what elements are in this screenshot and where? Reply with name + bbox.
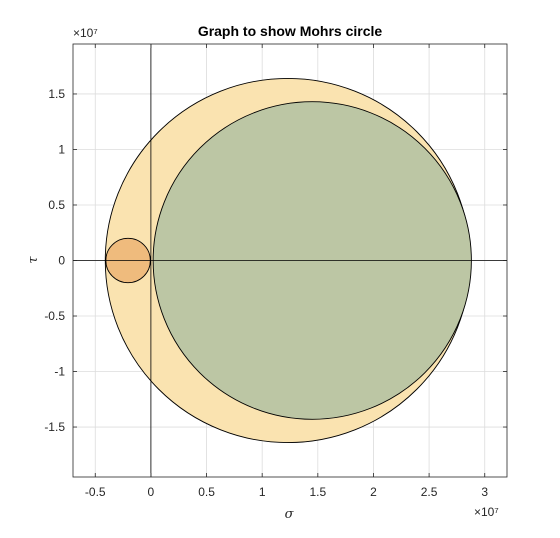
y-tick-label: 0.5 xyxy=(48,198,65,212)
y-tick-label: 1 xyxy=(58,142,65,156)
x-axis-label: σ xyxy=(285,507,295,522)
x-axis-exponent: ×10⁷ xyxy=(474,505,499,519)
x-tick-label: 2 xyxy=(370,485,377,499)
y-tick-label: -1.5 xyxy=(44,420,65,434)
y-tick-label: -1 xyxy=(54,365,65,379)
y-tick-label: -0.5 xyxy=(44,309,65,323)
x-tick-label: 1.5 xyxy=(309,485,326,499)
x-tick-label: 2.5 xyxy=(421,485,438,499)
chart-title: Graph to show Mohrs circle xyxy=(198,23,383,39)
y-axis-label: τ xyxy=(26,256,41,264)
x-tick-label: 3 xyxy=(481,485,488,499)
x-tick-label: 0.5 xyxy=(198,485,215,499)
x-tick-label: 1 xyxy=(259,485,266,499)
y-axis-exponent: ×10⁷ xyxy=(73,26,98,40)
x-tick-label: -0.5 xyxy=(85,485,106,499)
reference-lines xyxy=(73,44,507,477)
y-tick-label: 1.5 xyxy=(48,87,65,101)
x-tick-label: 0 xyxy=(148,485,155,499)
y-tick-label: 0 xyxy=(58,254,65,268)
y-axis-ticks: -1.5 -1 -0.5 0 0.5 1 1.5 xyxy=(44,87,507,434)
x-axis-ticks: -0.5 0 0.5 1 1.5 2 2.5 3 xyxy=(85,44,488,499)
